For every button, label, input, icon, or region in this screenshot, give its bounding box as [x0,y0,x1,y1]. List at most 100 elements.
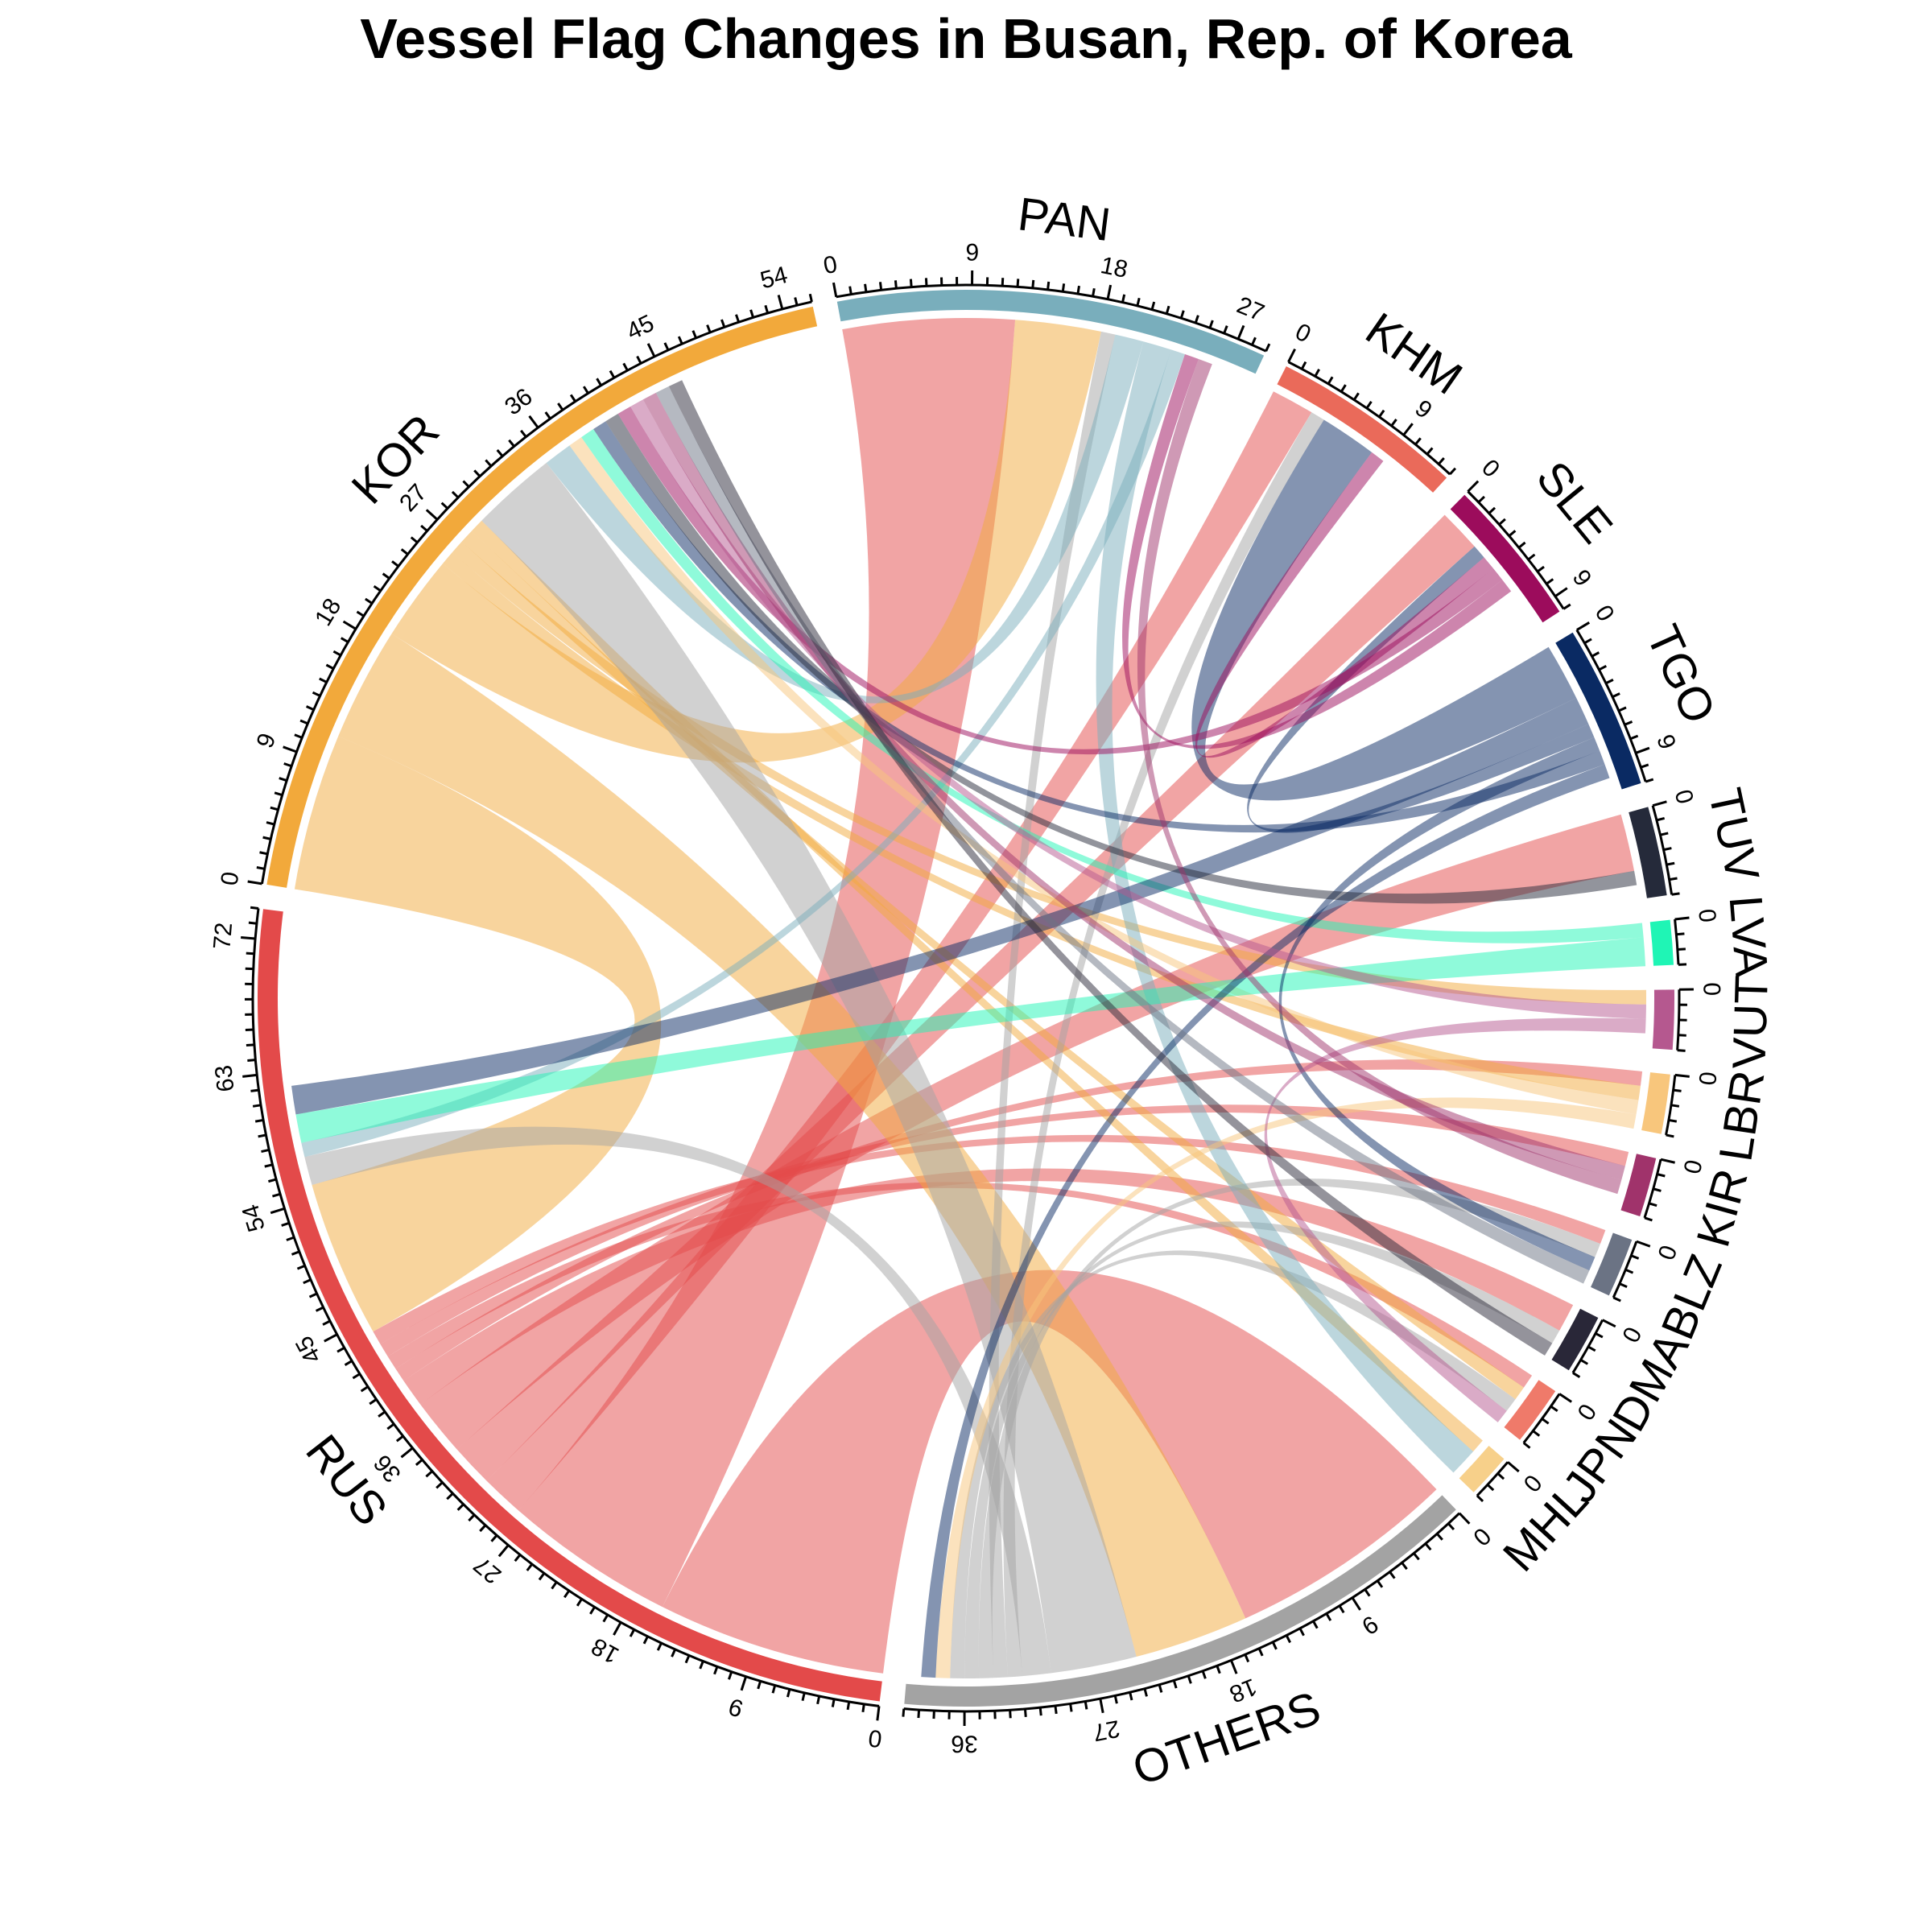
tick-mark-kor [557,402,564,411]
tick-mark-rus [876,1706,881,1721]
tick-mark-rus [479,1524,487,1533]
tick-mark-kor [440,502,448,510]
tick-mark-rus [242,1073,258,1078]
sector-arc-others [904,1495,1456,1707]
tick-mark-dma [1572,1372,1581,1378]
sector-arc-vut [1652,989,1674,1051]
tick-mark-khm [1352,392,1360,401]
tick-mark-tgo [1612,692,1620,699]
tick-label-blz: 0 [1652,1241,1682,1263]
link-lva-to-rus [295,937,1646,1143]
tick-mark-others [1458,1512,1471,1525]
sector-arc-jpn [1504,1380,1556,1440]
tick-mark-tgo [1624,720,1633,726]
tick-label-others: 27 [1091,1715,1122,1746]
link-rus-to-jpn [387,1182,1533,1388]
tick-mark-rus [468,1513,476,1522]
tick-mark-others [1257,1648,1264,1657]
tick-mark-khm [1314,368,1320,378]
tick-mark-khm [1449,467,1457,476]
sector-label-pan: PAN [1015,188,1113,251]
tick-mark-pan [1092,288,1096,297]
tick-mark-rus [771,1685,777,1694]
tick-mark-rus [400,1447,414,1459]
tick-label-kor: 54 [758,262,791,294]
tick-mark-kor [473,469,481,477]
tick-mark-kor [312,691,321,697]
tick-mark-kor [373,584,382,592]
tick-mark-tgo [1645,778,1654,783]
tick-label-sle: 9 [1567,565,1597,591]
tick-mark-jpn [1541,1418,1550,1425]
tick-label-khm: 9 [1410,395,1436,424]
tick-mark-rus [497,1544,510,1558]
link-kor-to-others [338,634,1246,1657]
link-others-to-blz [978,1179,1601,1678]
tick-mark-others [1447,1522,1455,1531]
tick-mark-khm [1426,447,1434,456]
tick-mark-others [1389,1571,1396,1579]
tick-mark-kor [365,597,374,605]
tick-mark-kor [391,560,399,568]
tick-mark-rus [456,1503,464,1511]
tick-mark-tgo [1598,664,1608,671]
tick-mark-rus [386,1422,395,1430]
tick-mark-tuv [1660,832,1669,836]
tick-mark-pan [924,278,928,287]
tick-mark-sle [1546,578,1554,585]
tick-mark-tuv [1663,847,1672,852]
tick-mark-sle [1477,495,1485,503]
tick-label-rus: 63 [210,1063,239,1093]
link-tgo-to-khm [1191,419,1577,801]
tick-mark-tuv [1656,816,1666,822]
tick-mark-rus [415,1459,423,1466]
tick-label-vut: 0 [1698,982,1724,996]
tick-mark-others [1023,1708,1027,1718]
tick-mark-sle [1527,553,1536,561]
sector-axis-vut [1676,989,1681,1051]
tick-mark-kor [340,637,349,643]
tick-mark-others [1230,1659,1238,1674]
sector-arc-dma [1551,1308,1599,1371]
tick-mark-rus [247,1059,256,1063]
tick-mark-others [1113,1695,1118,1704]
tick-label-kir: 0 [1678,1157,1707,1176]
sector-arc-pan [836,290,1265,374]
tick-mark-rus [281,1221,290,1227]
sector-arc-lbr [1641,1072,1670,1134]
link-rus-to-pan [518,318,1016,1608]
chart-title: Vessel Flag Changes in Busan, Rep. of Ko… [360,7,1572,70]
tick-label-kor: 18 [310,594,347,631]
tick-mark-rus [241,935,256,940]
tick-mark-mhl [1486,1484,1495,1492]
tick-mark-lva [1677,947,1686,952]
tick-mark-rus [713,1666,719,1675]
tick-mark-kor [720,319,726,328]
tick-mark-rus [250,1088,259,1092]
tick-mark-kor [520,429,527,438]
tick-mark-others [1216,1665,1221,1674]
tick-mark-rus [576,1598,583,1607]
tick-mark-kor [283,762,292,768]
tick-mark-pan [1165,305,1170,315]
tick-mark-rus [246,1043,254,1046]
sector-axis-rus [251,908,880,1707]
tick-mark-others [1424,1542,1432,1551]
tick-mark-rus [446,1492,454,1501]
tick-mark-mhl [1507,1461,1520,1473]
sector-arc-lva [1649,919,1674,966]
sector-arc-blz [1591,1232,1633,1296]
tick-label-rus: 72 [208,922,237,951]
tick-mark-pan [1136,297,1141,307]
tick-mark-lbr [1666,1133,1674,1138]
tick-mark-pan [1031,279,1035,289]
tick-mark-rus [322,1319,331,1326]
tick-mark-rus [728,1671,733,1680]
tick-mark-kor [259,851,268,856]
tick-mark-rus [395,1435,404,1443]
link-kor-to-jpn [461,530,1524,1400]
tick-mark-kor [677,336,683,345]
sector-label-khm: KHM [1356,303,1472,405]
link-pan-to-kor [546,334,1144,704]
tick-mark-kor [582,386,589,394]
